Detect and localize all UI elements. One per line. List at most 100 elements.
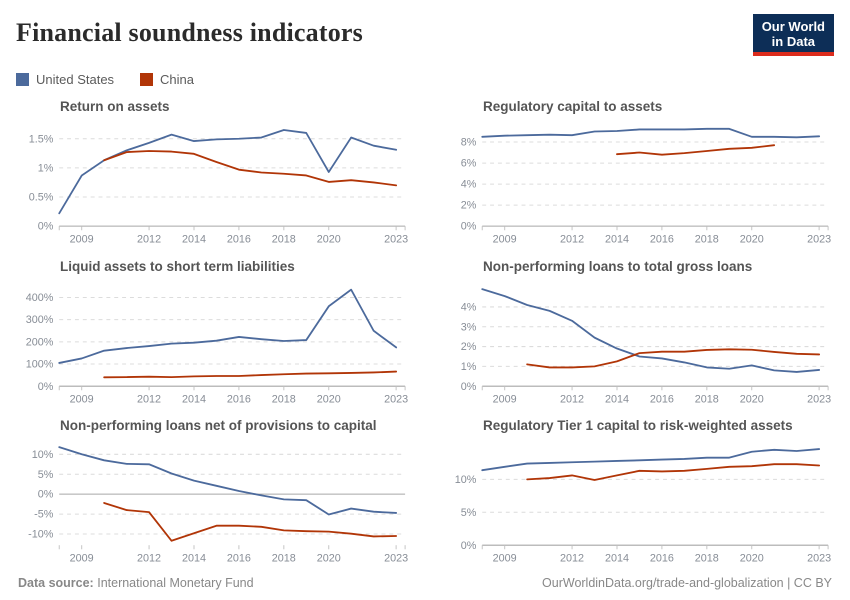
x-tick-label: 2009 [70,393,94,405]
x-tick-label: 2020 [740,233,764,245]
x-tick-label: 2018 [695,233,719,245]
x-tick-label: 2016 [227,553,251,565]
line-chart-plot[interactable]: 0% 5% 10% 2009 2012 2014 2016 2018 2020 2023 [439,435,834,570]
data-source: Data source: International Monetary Fund [18,576,254,590]
series-line-china[interactable] [526,348,821,368]
x-tick-label: 2012 [137,233,161,245]
series-line-china[interactable] [103,370,398,378]
x-tick-label: 2023 [807,233,831,245]
x-tick-label: 2023 [384,393,408,405]
legend: United States China [16,72,834,87]
line-chart-plot[interactable]: 0% 2% 4% 6% 8% 2009 2012 2014 2016 2018 2020 2023 [439,116,834,251]
x-tick-label: 2018 [272,393,296,405]
x-tick-label: 2009 [493,393,517,405]
y-tick-label: -5% [34,509,53,521]
x-tick-label: 2018 [695,553,719,565]
y-tick-label: 1.5% [29,133,54,145]
line-chart-plot[interactable]: -10% -5% 0% 5% 10% 2009 2012 2014 2016 2018 2020 20… [16,435,411,570]
line-chart-plot[interactable]: 0% 0.5% 1% 1.5% 2009 2012 2014 2016 2018 2020 2023 [16,116,411,251]
x-tick-label: 2023 [384,553,408,565]
legend-swatch-united-states [16,73,29,86]
x-tick-label: 2014 [182,393,206,405]
y-tick-label: 200% [26,336,54,348]
series-line-united-states[interactable] [481,127,821,139]
owid-logo[interactable]: Our World in Data [752,14,834,56]
chart-regulatory-capital-to-assets: Regulatory capital to assets 0% 2% 4% 6% 8% 20… [439,93,834,251]
series-line-united-states[interactable] [58,446,398,516]
y-tick-label: 0% [461,221,477,233]
chart-non-performing-loans-to-total-gross-loans: Non-performing loans to total gross loan… [439,253,834,411]
owid-logo-line2: in Data [771,34,816,49]
x-tick-label: 2023 [384,233,408,245]
y-tick-label: 0% [38,380,54,392]
x-tick-label: 2012 [560,553,584,565]
x-tick-label: 2014 [605,233,629,245]
y-tick-label: 0% [38,489,54,501]
series-line-united-states[interactable] [58,288,398,364]
chart-title: Non-performing loans net of provisions t… [60,418,377,434]
chart-title: Liquid assets to short term liabilities [60,258,295,274]
series-line-china[interactable] [526,463,821,482]
legend-item-united-states[interactable]: United States [16,72,114,87]
y-tick-label: 400% [26,292,54,304]
charts-grid: Return on assets 0% 0.5% 1% 1.5% 2009 2012 2014… [16,93,834,570]
x-tick-label: 2012 [560,393,584,405]
x-tick-label: 2016 [227,393,251,405]
x-tick-label: 2020 [740,393,764,405]
y-tick-label: 2% [461,200,477,212]
x-tick-label: 2018 [272,553,296,565]
page-title: Financial soundness indicators [16,18,363,47]
header: Financial soundness indicators Our World… [16,14,834,56]
x-tick-label: 2012 [137,553,161,565]
data-source-label: Data source: [18,576,94,590]
legend-item-china[interactable]: China [140,72,194,87]
chart-non-performing-loans-net-of-provisions-to-capital: Non-performing loans net of provisions t… [16,412,411,570]
chart-title: Return on assets [60,99,170,114]
footer: Data source: International Monetary Fund… [16,570,834,592]
x-tick-label: 2020 [740,553,764,565]
y-tick-label: 1% [461,360,477,372]
series-line-united-states[interactable] [58,129,398,215]
x-tick-label: 2012 [137,393,161,405]
x-tick-label: 2016 [650,233,674,245]
x-tick-label: 2009 [70,553,94,565]
x-tick-label: 2014 [182,553,206,565]
series-line-united-states[interactable] [481,448,821,472]
x-tick-label: 2018 [695,393,719,405]
series-line-china[interactable] [103,150,398,187]
x-tick-label: 2018 [272,233,296,245]
legend-swatch-china [140,73,154,86]
data-source-value: International Monetary Fund [97,576,254,590]
y-tick-label: 4% [461,301,477,313]
x-tick-label: 2012 [560,233,584,245]
y-tick-label: 0% [461,380,477,392]
legend-label: China [160,72,195,87]
x-tick-label: 2009 [493,233,517,245]
line-chart-plot[interactable]: 0% 100% 200% 300% 400% 2009 2012 2014 2016 2018 20… [16,276,411,411]
y-tick-label: 10% [455,474,477,486]
x-tick-label: 2014 [605,553,629,565]
y-tick-label: 1% [38,162,54,174]
y-tick-label: 300% [26,314,54,326]
y-tick-label: 4% [461,179,477,191]
chart-regulatory-tier-1-capital-to-risk-weighted-assets: Regulatory Tier 1 capital to risk-weight… [439,412,834,570]
x-tick-label: 2020 [317,233,341,245]
y-tick-label: 0% [461,540,477,552]
x-tick-label: 2023 [807,393,831,405]
x-tick-label: 2009 [70,233,94,245]
series-line-china[interactable] [103,502,398,543]
x-tick-label: 2016 [650,393,674,405]
x-tick-label: 2020 [317,393,341,405]
footer-citation: OurWorldinData.org/trade-and-globalizati… [542,576,832,590]
chart-title: Non-performing loans to total gross loan… [483,258,753,274]
series-line-united-states[interactable] [481,287,821,373]
y-tick-label: 0% [38,221,54,233]
x-tick-label: 2009 [493,553,517,565]
x-tick-label: 2020 [317,553,341,565]
y-tick-label: 3% [461,321,477,333]
y-tick-label: 100% [26,358,54,370]
line-chart-plot[interactable]: 0% 1% 2% 3% 4% 2009 2012 2014 2016 2018 2020 2023 [439,276,834,411]
series-line-china[interactable] [616,144,776,156]
y-tick-label: 6% [461,157,477,169]
chart-title: Regulatory Tier 1 capital to risk-weight… [483,418,793,434]
